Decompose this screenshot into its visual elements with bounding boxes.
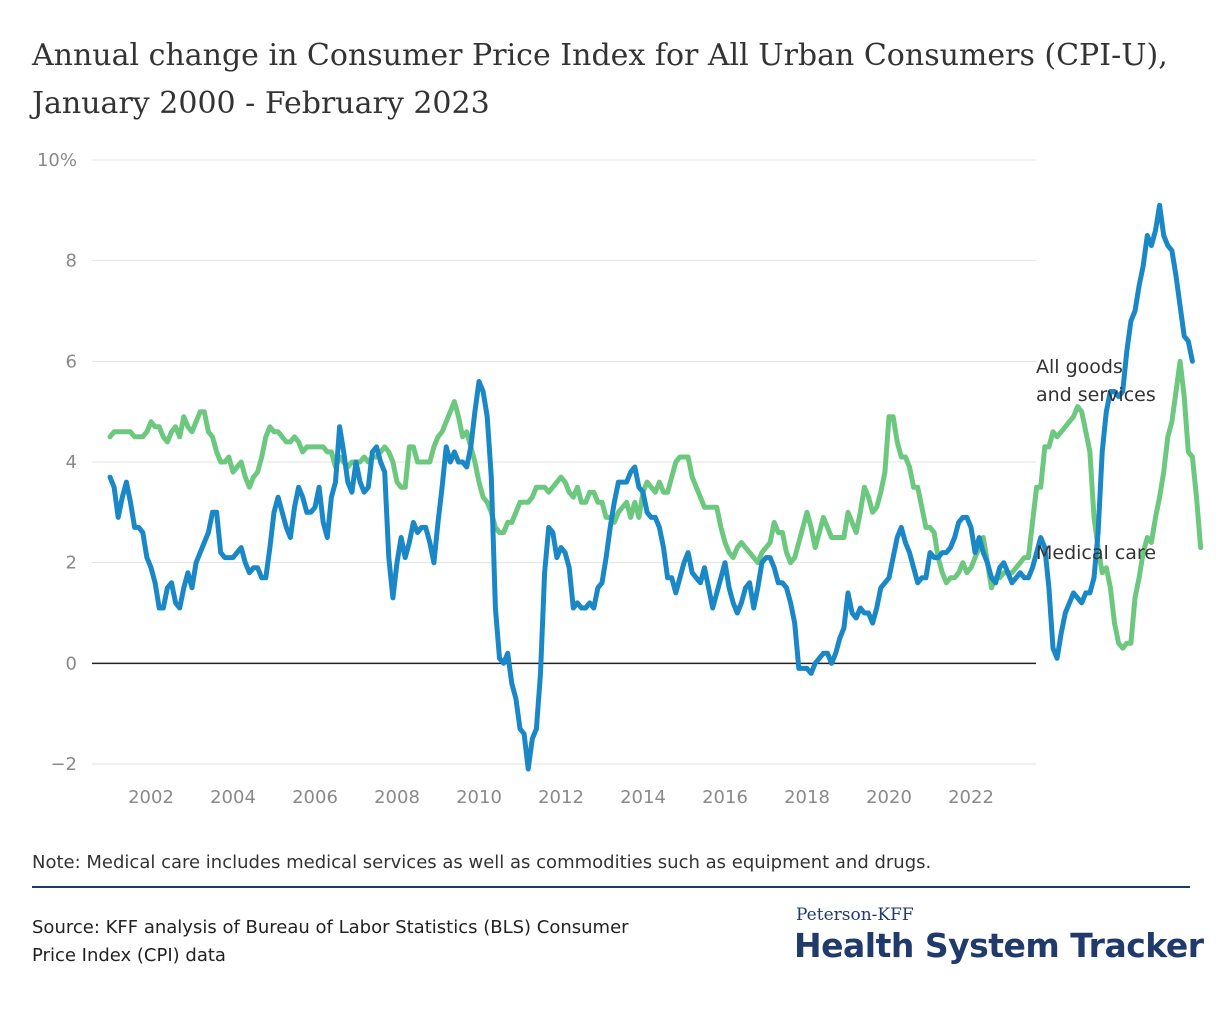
series-label-all-goods: All goods and services bbox=[1036, 356, 1156, 406]
x-tick-label-7: 2016 bbox=[702, 787, 748, 808]
x-tick-label-10: 2022 bbox=[948, 787, 994, 808]
series-label-medical-care: Medical care bbox=[1036, 542, 1156, 564]
series-line-medical-care bbox=[107, 358, 1204, 651]
x-axis-ticks: 2002 2004 2006 2008 2010 2012 2014 2016 2018 2020… bbox=[128, 787, 994, 808]
brand-subtitle: Peterson-KFF bbox=[796, 905, 914, 925]
x-tick-label-6: 2014 bbox=[620, 787, 666, 808]
series-labels: All goods and services Medical care bbox=[1036, 356, 1156, 564]
footer-divider bbox=[32, 886, 1190, 888]
y-tick-label-6: 10% bbox=[37, 150, 77, 171]
y-tick-label-4: 6 bbox=[66, 351, 77, 372]
x-tick-label-2: 2006 bbox=[292, 787, 338, 808]
chart-note: Note: Medical care includes medical serv… bbox=[32, 852, 932, 873]
chart-title: Annual change in Consumer Price Index fo… bbox=[32, 38, 1168, 121]
x-tick-label-8: 2018 bbox=[784, 787, 830, 808]
x-tick-label-4: 2010 bbox=[456, 787, 502, 808]
series-lines bbox=[107, 202, 1204, 772]
grid-lines bbox=[92, 159, 1036, 765]
x-tick-label-1: 2004 bbox=[210, 787, 256, 808]
y-tick-label-5: 8 bbox=[66, 251, 77, 272]
y-axis-ticks: −2 0 2 4 6 8 10% bbox=[37, 150, 77, 775]
y-tick-label-2: 2 bbox=[66, 553, 77, 574]
x-tick-label-3: 2008 bbox=[374, 787, 420, 808]
series-label-line-0: All goods bbox=[1036, 356, 1123, 378]
series-label-line-1: and services bbox=[1036, 384, 1156, 406]
y-tick-label-3: 4 bbox=[66, 452, 77, 473]
x-tick-label-9: 2020 bbox=[866, 787, 912, 808]
brand-logo-text: Health System Tracker bbox=[794, 926, 1204, 965]
source-text: Source: KFF analysis of Bureau of Labor … bbox=[32, 917, 629, 966]
series-label-line-0: Medical care bbox=[1036, 542, 1156, 564]
x-tick-label-5: 2012 bbox=[538, 787, 584, 808]
x-tick-label-0: 2002 bbox=[128, 787, 174, 808]
y-tick-label-1: 0 bbox=[66, 653, 77, 674]
series-line-all-goods bbox=[107, 202, 1195, 772]
y-tick-label-0: −2 bbox=[50, 754, 77, 775]
